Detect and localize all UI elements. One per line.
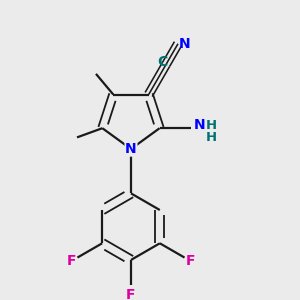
- Text: F: F: [67, 254, 77, 268]
- Text: N: N: [125, 142, 137, 156]
- Text: N: N: [179, 37, 191, 51]
- Text: H: H: [206, 118, 217, 131]
- Text: F: F: [126, 288, 136, 300]
- Text: C: C: [157, 56, 167, 69]
- Text: H: H: [206, 131, 217, 144]
- Text: F: F: [185, 254, 195, 268]
- Text: N: N: [194, 118, 205, 132]
